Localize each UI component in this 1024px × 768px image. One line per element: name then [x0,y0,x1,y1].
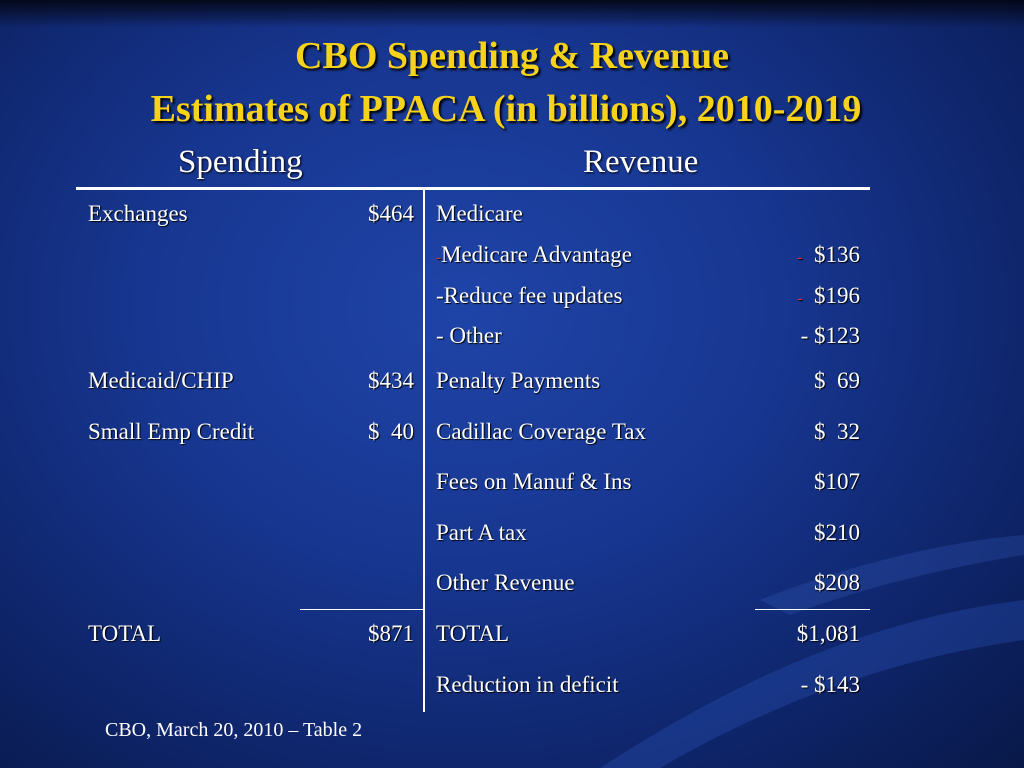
revenue-reduce-fee-value-dash: - [797,290,803,307]
revenue-deficit-value: - $143 [800,672,860,697]
revenue-reduce-fee-amount: $196 [814,283,860,308]
revenue-medicare-advantage-label: -Medicare Advantage [436,241,632,272]
revenue-reduce-fee-value: - $196 [740,282,860,313]
spending-header: Spending [178,144,303,180]
revenue-penalty-label: Penalty Payments [436,368,601,393]
spending-total-value: $871 [368,621,414,646]
revenue-other-revenue-label: Other Revenue [436,570,575,595]
revenue-other-label: - Other [436,323,502,348]
slide-title-line1: CBO Spending & Revenue [295,35,729,77]
revenue-medicare-advantage-value: - $136 [740,241,860,272]
revenue-medicare-label: Medicare [436,201,523,226]
revenue-medicare-advantage-dash: - [436,250,441,266]
spending-medicaid-label: Medicaid/CHIP [88,368,234,393]
revenue-penalty-value: $ 69 [814,368,860,393]
revenue-fees-value: $107 [814,469,860,494]
spending-medicaid-value: $434 [368,368,414,393]
revenue-other-value: - $123 [800,323,860,348]
top-dark-band [0,0,1024,28]
revenue-total-label: TOTAL [436,621,510,646]
revenue-medicare-advantage-amount: $136 [814,242,860,267]
revenue-medicare-advantage-value-dash: - [797,249,803,266]
revenue-deficit-label: Reduction in deficit [436,672,619,697]
revenue-part-a-label: Part A tax [436,520,527,545]
revenue-total-rule [755,609,870,610]
spending-small-emp-value: $ 40 [368,419,414,444]
column-divider [423,190,425,712]
spending-total-label: TOTAL [88,621,162,646]
revenue-reduce-fee-label: -Reduce fee updates [436,283,623,308]
source-footnote: CBO, March 20, 2010 – Table 2 [105,719,363,741]
revenue-cadillac-label: Cadillac Coverage Tax [436,419,646,444]
spending-exchanges-label: Exchanges [88,201,188,226]
revenue-total-value: $1,081 [796,621,860,646]
revenue-medicare-advantage-text: Medicare Advantage [441,242,632,267]
revenue-part-a-value: $210 [814,520,860,545]
spending-exchanges-value: $464 [368,201,414,226]
slide-title-line2: Estimates of PPACA (in billions), 2010-2… [150,88,862,130]
header-rule [76,187,870,190]
spending-small-emp-label: Small Emp Credit [88,419,255,444]
revenue-other-revenue-value: $208 [814,570,860,595]
revenue-cadillac-value: $ 32 [814,419,860,444]
revenue-header: Revenue [583,144,699,180]
revenue-fees-label: Fees on Manuf & Ins [436,469,632,494]
spending-total-rule [300,609,423,610]
